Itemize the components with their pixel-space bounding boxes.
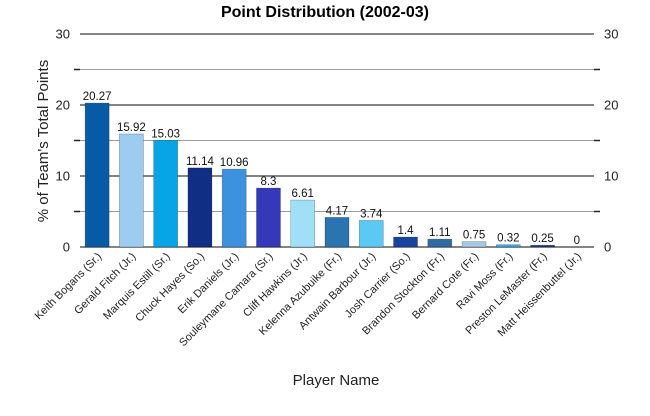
y-tick-label: 30 [604, 27, 618, 42]
data-label: 0.25 [531, 233, 553, 245]
bar [530, 244, 555, 248]
y-tick-label: 20 [604, 98, 618, 113]
y-tick-label: 0 [604, 240, 611, 255]
data-label: 4.17 [326, 205, 348, 217]
y-axis-left: 0 10 20 30 [56, 27, 80, 255]
bar [427, 238, 453, 248]
bar [393, 236, 418, 248]
bar [358, 220, 384, 248]
data-label: 1.4 [398, 225, 415, 237]
data-label: 15.03 [151, 128, 180, 140]
y-tick-label: 20 [56, 98, 70, 113]
bar [290, 199, 316, 248]
data-label: 6.61 [292, 188, 314, 200]
bar [84, 102, 110, 248]
data-label: 1.11 [429, 227, 451, 239]
data-label: 3.74 [360, 208, 383, 220]
data-label: 20.27 [83, 91, 112, 103]
bar [153, 139, 178, 248]
x-tick-label: Gerald Fitch (Jr.) [72, 251, 138, 317]
bar [461, 241, 487, 248]
data-label: 15.92 [117, 122, 146, 134]
data-label: 8.3 [260, 176, 276, 188]
data-labels: 20.27 15.92 15.03 11.14 10.96 8.3 6.61 4.17 3.74… [83, 91, 580, 247]
x-tick-label: Cliff Hawkins (Jr.) [241, 251, 310, 320]
x-axis-categories: Keith Bogans (Sr.)Gerald Fitch (Jr.)Marq… [33, 251, 584, 349]
bar [221, 168, 247, 248]
y-tick-label: 30 [56, 27, 70, 42]
data-label: 0 [574, 235, 580, 247]
bar [119, 133, 144, 248]
bar [187, 167, 213, 248]
x-axis-title: Player Name [293, 372, 380, 389]
y-axis-right: 0 10 20 30 [594, 27, 618, 255]
data-label: 10.96 [220, 157, 249, 169]
bar [324, 217, 350, 248]
chart-title: Point Distribution (2002-03) [221, 4, 429, 21]
y-tick-label: 10 [604, 169, 618, 184]
bar [256, 187, 281, 248]
data-label: 11.14 [186, 156, 215, 168]
data-label: 0.32 [497, 233, 519, 245]
y-tick-label: 0 [63, 240, 70, 255]
y-axis-title: % of Team's Total Points [35, 60, 52, 222]
data-label: 0.75 [463, 230, 485, 242]
bar [496, 244, 521, 248]
y-tick-label: 10 [56, 169, 70, 184]
x-tick-label: Erik Daniels (Jr.) [176, 251, 242, 317]
bars [84, 102, 555, 248]
